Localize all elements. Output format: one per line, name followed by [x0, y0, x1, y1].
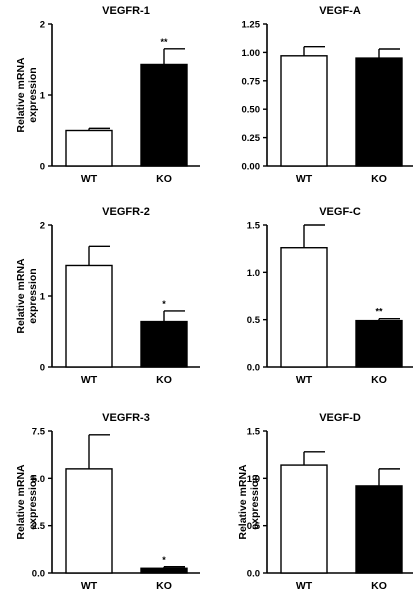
y-tick-label: 2.5: [32, 521, 46, 532]
significance-marker: *: [162, 299, 166, 309]
category-label: WT: [296, 580, 313, 592]
bar-ko: [355, 57, 403, 167]
category-label: KO: [371, 580, 387, 592]
bar-wt: [65, 129, 113, 167]
bar-ko: [355, 485, 403, 574]
category-label: KO: [156, 374, 172, 386]
y-tick-label: 0.50: [242, 105, 261, 116]
y-axis-label: Relative mRNAexpression: [15, 258, 39, 334]
y-axis-label-line: expression: [27, 474, 39, 529]
bar-ko: [140, 320, 188, 368]
y-axis-label-line: Relative mRNA: [15, 57, 27, 133]
y-tick-label: 1.0: [247, 268, 260, 279]
bar-wt: [280, 247, 328, 368]
y-tick-label: 7.5: [32, 427, 46, 438]
y-tick-label: 5.0: [32, 474, 45, 485]
y-tick-label: 2: [40, 221, 45, 232]
y-axis-label: Relative mRNAexpression: [15, 57, 39, 133]
y-axis-label-line: expression: [27, 67, 39, 122]
category-label: WT: [81, 173, 98, 185]
bar-ko: [140, 567, 188, 574]
bar-wt: [65, 468, 113, 574]
y-tick-label: 1: [40, 91, 46, 102]
y-tick-label: 0.5: [247, 315, 261, 326]
y-tick-label: 0.75: [242, 76, 261, 87]
chart-title: VEGFR-3: [102, 412, 150, 424]
y-tick-label: 1.00: [242, 48, 261, 59]
chart-title: VEGF-C: [319, 206, 361, 218]
y-tick-label: 1: [40, 292, 46, 303]
y-axis-label: Relative mRNAexpression: [237, 464, 261, 540]
bar-ko: [140, 63, 188, 167]
y-axis-label-line: Relative mRNA: [237, 464, 249, 540]
y-tick-label: 1.25: [242, 20, 261, 31]
category-label: WT: [81, 374, 98, 386]
y-tick-label: 0.0: [247, 569, 260, 580]
y-axis-label: Relative mRNAexpression: [15, 464, 39, 540]
significance-marker: **: [375, 307, 383, 317]
chart-title: VEGFR-2: [102, 206, 150, 218]
category-label: KO: [156, 173, 172, 185]
bar-wt: [280, 464, 328, 574]
category-label: KO: [371, 374, 387, 386]
chart-title: VEGFR-1: [102, 5, 150, 17]
category-label: WT: [296, 374, 313, 386]
y-axis-label-line: expression: [27, 268, 39, 323]
category-label: WT: [296, 173, 313, 185]
category-label: KO: [156, 580, 172, 592]
y-tick-label: 1.0: [247, 474, 260, 485]
y-tick-label: 0: [40, 363, 45, 374]
category-label: KO: [371, 173, 387, 185]
y-tick-label: 0.0: [247, 363, 260, 374]
category-label: WT: [81, 580, 98, 592]
y-tick-label: 0: [40, 162, 45, 173]
significance-marker: **: [160, 37, 168, 47]
y-tick-label: 0.0: [32, 569, 45, 580]
chart-title: VEGF-A: [319, 5, 361, 17]
y-tick-label: 0.00: [242, 162, 261, 173]
chart-title: VEGF-D: [319, 412, 361, 424]
bar-wt: [280, 55, 328, 167]
y-axis-label-line: expression: [249, 474, 261, 529]
y-axis-label-line: Relative mRNA: [15, 464, 27, 540]
y-tick-label: 1.5: [247, 221, 261, 232]
y-axis-label-line: Relative mRNA: [15, 258, 27, 334]
y-tick-label: 1.5: [247, 427, 261, 438]
bar-wt: [65, 264, 113, 368]
y-tick-label: 0.25: [242, 133, 261, 144]
significance-marker: *: [162, 555, 166, 565]
y-tick-label: 2: [40, 20, 45, 31]
bar-ko: [355, 319, 403, 368]
y-tick-label: 0.5: [247, 521, 261, 532]
